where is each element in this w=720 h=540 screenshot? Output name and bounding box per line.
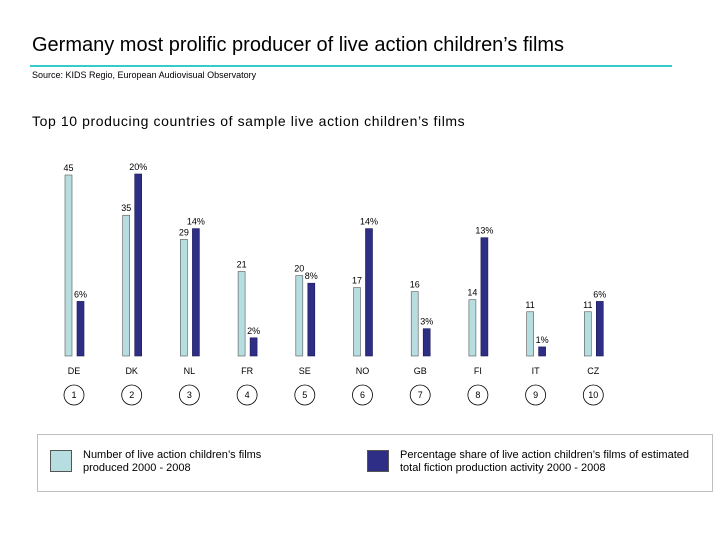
bar-count-label: 29 xyxy=(179,227,189,237)
bar-count-label: 14 xyxy=(467,288,477,298)
bar-count-label: 20 xyxy=(294,264,304,274)
bar-percent xyxy=(365,228,373,357)
bar-count-label: 16 xyxy=(410,280,420,290)
chart-title: Top 10 producing countries of sample liv… xyxy=(32,113,466,129)
bar-percent xyxy=(76,301,85,357)
bar-percent-label: 20% xyxy=(129,162,147,172)
bar-percent-label: 6% xyxy=(74,289,87,299)
category-label: SE xyxy=(299,366,311,376)
bar-count xyxy=(353,287,361,357)
legend-swatch-count xyxy=(50,450,72,472)
bar-percent-label: 14% xyxy=(187,217,205,227)
rank-circle xyxy=(63,384,85,406)
rank-label: 3 xyxy=(187,390,192,400)
bar-percent xyxy=(134,173,142,357)
legend-swatch-percent xyxy=(367,450,389,472)
category-label: GB xyxy=(414,366,427,376)
bar-count xyxy=(64,174,73,357)
source-note: Source: KIDS Regio, European Audiovisual… xyxy=(32,70,257,80)
legend-label-count: Number of live action children’s films p… xyxy=(83,449,262,474)
rank-label: 2 xyxy=(129,390,134,400)
bar-percent-label: 13% xyxy=(475,226,493,236)
bar-percent xyxy=(249,337,258,357)
rank-circle xyxy=(236,384,258,406)
bar-percent-label: 6% xyxy=(593,289,606,299)
rank-label: 10 xyxy=(588,390,598,400)
category-label: DE xyxy=(68,366,81,376)
bar-chart: 456%DE13520%DK22914%NL3212%FR4208%SE5171… xyxy=(63,162,606,406)
category-label: DK xyxy=(125,366,138,376)
bar-count xyxy=(295,275,304,357)
rank-circle xyxy=(409,384,431,406)
rank-label: 8 xyxy=(475,390,480,400)
bar-percent xyxy=(422,328,431,357)
bar-percent xyxy=(538,346,546,357)
category-label: FR xyxy=(241,366,253,376)
rank-circle xyxy=(352,384,373,406)
bar-count xyxy=(122,214,130,357)
bar-count xyxy=(237,271,246,357)
rank-label: 5 xyxy=(302,390,307,400)
category-label: FI xyxy=(474,366,482,376)
bar-percent-label: 3% xyxy=(420,317,433,327)
bar-count-label: 21 xyxy=(237,260,247,270)
rank-label: 9 xyxy=(533,390,538,400)
bar-percent xyxy=(480,237,489,357)
page-title: Germany most prolific producer of live a… xyxy=(32,34,565,56)
bar-count-label: 17 xyxy=(352,276,362,286)
bar-percent-label: 14% xyxy=(360,217,378,227)
bar-percent-label: 8% xyxy=(305,271,318,281)
bar-count xyxy=(468,299,477,357)
category-label: IT xyxy=(532,366,541,376)
bar-count xyxy=(583,311,592,357)
bar-count xyxy=(180,239,188,357)
bar-percent-label: 1% xyxy=(536,335,549,345)
title-divider xyxy=(30,65,672,67)
bar-count xyxy=(526,311,534,357)
bar-count-label: 11 xyxy=(525,300,534,310)
rank-label: 6 xyxy=(360,390,365,400)
rank-circle xyxy=(582,384,604,406)
bar-percent xyxy=(192,228,200,357)
rank-circle xyxy=(178,384,200,406)
bar-percent xyxy=(307,282,316,357)
bar-count-label: 11 xyxy=(583,300,592,310)
category-label: CZ xyxy=(587,366,599,376)
bar-count-label: 35 xyxy=(121,203,131,213)
rank-label: 4 xyxy=(245,390,250,400)
category-label: NO xyxy=(356,366,370,376)
rank-circle xyxy=(467,384,489,406)
chart-legend: Number of live action children’s films p… xyxy=(37,434,713,492)
rank-label: 1 xyxy=(71,390,76,400)
rank-circle xyxy=(525,384,546,406)
rank-circle xyxy=(121,384,143,406)
legend-label-percent: Percentage share of live action children… xyxy=(400,449,689,474)
bar-count-label: 45 xyxy=(63,163,73,173)
rank-circle xyxy=(294,384,316,406)
rank-label: 7 xyxy=(418,390,423,400)
category-label: NL xyxy=(184,366,196,376)
bar-percent-label: 2% xyxy=(247,326,260,336)
bar-percent xyxy=(595,301,604,357)
bar-count xyxy=(410,291,419,357)
